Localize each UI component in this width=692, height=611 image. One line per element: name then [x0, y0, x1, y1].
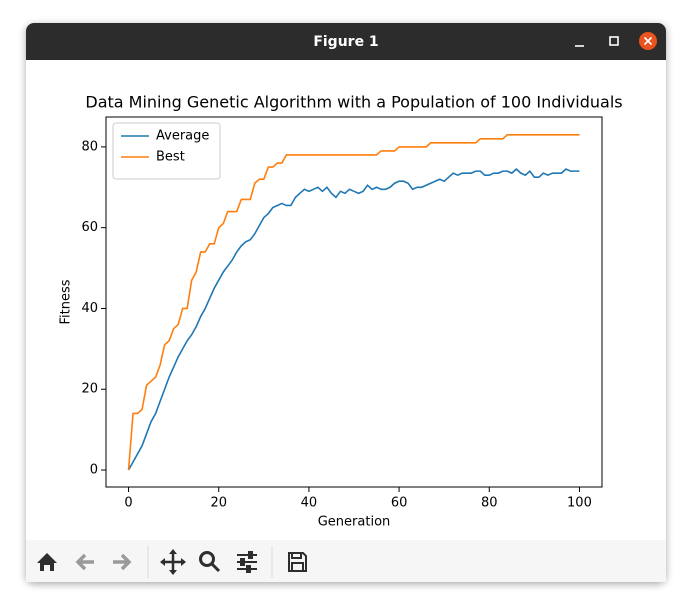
plot-area: 0 20 40 60 80 100 0 20 40 60 80 Average Best [81, 116, 603, 511]
y-tick-label: 80 [81, 139, 98, 154]
x-tick-label: 20 [210, 496, 227, 511]
data-line [127, 133, 580, 471]
y-tick-label: 40 [81, 301, 98, 316]
close-button[interactable] [639, 32, 657, 50]
maximize-button[interactable] [609, 36, 619, 46]
chart-title: Data Mining Genetic Algorithm with a Pop… [85, 93, 622, 112]
y-tick-label: 20 [81, 382, 98, 397]
toolbar [26, 540, 666, 582]
pan-button[interactable] [160, 549, 186, 575]
title-bar [26, 23, 666, 60]
save-button[interactable] [288, 552, 307, 572]
legend-label: Best [156, 150, 185, 165]
configure-button[interactable] [237, 551, 257, 573]
back-button[interactable] [75, 553, 94, 571]
legend-box [112, 122, 221, 180]
x-tick-label: 40 [301, 496, 318, 511]
x-tick-label: 100 [567, 496, 592, 511]
data-line [127, 168, 580, 471]
x-tick-label: 60 [391, 496, 408, 511]
home-button[interactable] [37, 553, 57, 571]
zoom-button[interactable] [199, 551, 221, 573]
y-tick-label: 60 [81, 220, 98, 235]
x-tick-label: 0 [124, 496, 132, 511]
legend-label: Average [156, 129, 209, 144]
window-title: Figure 1 [313, 34, 378, 50]
axes-frame [105, 116, 603, 488]
x-axis-label: Generation [318, 515, 391, 530]
forward-button[interactable] [113, 553, 132, 571]
y-tick-label: 0 [90, 463, 98, 478]
y-axis-label: Fitness [59, 279, 74, 324]
x-tick-label: 80 [481, 496, 498, 511]
